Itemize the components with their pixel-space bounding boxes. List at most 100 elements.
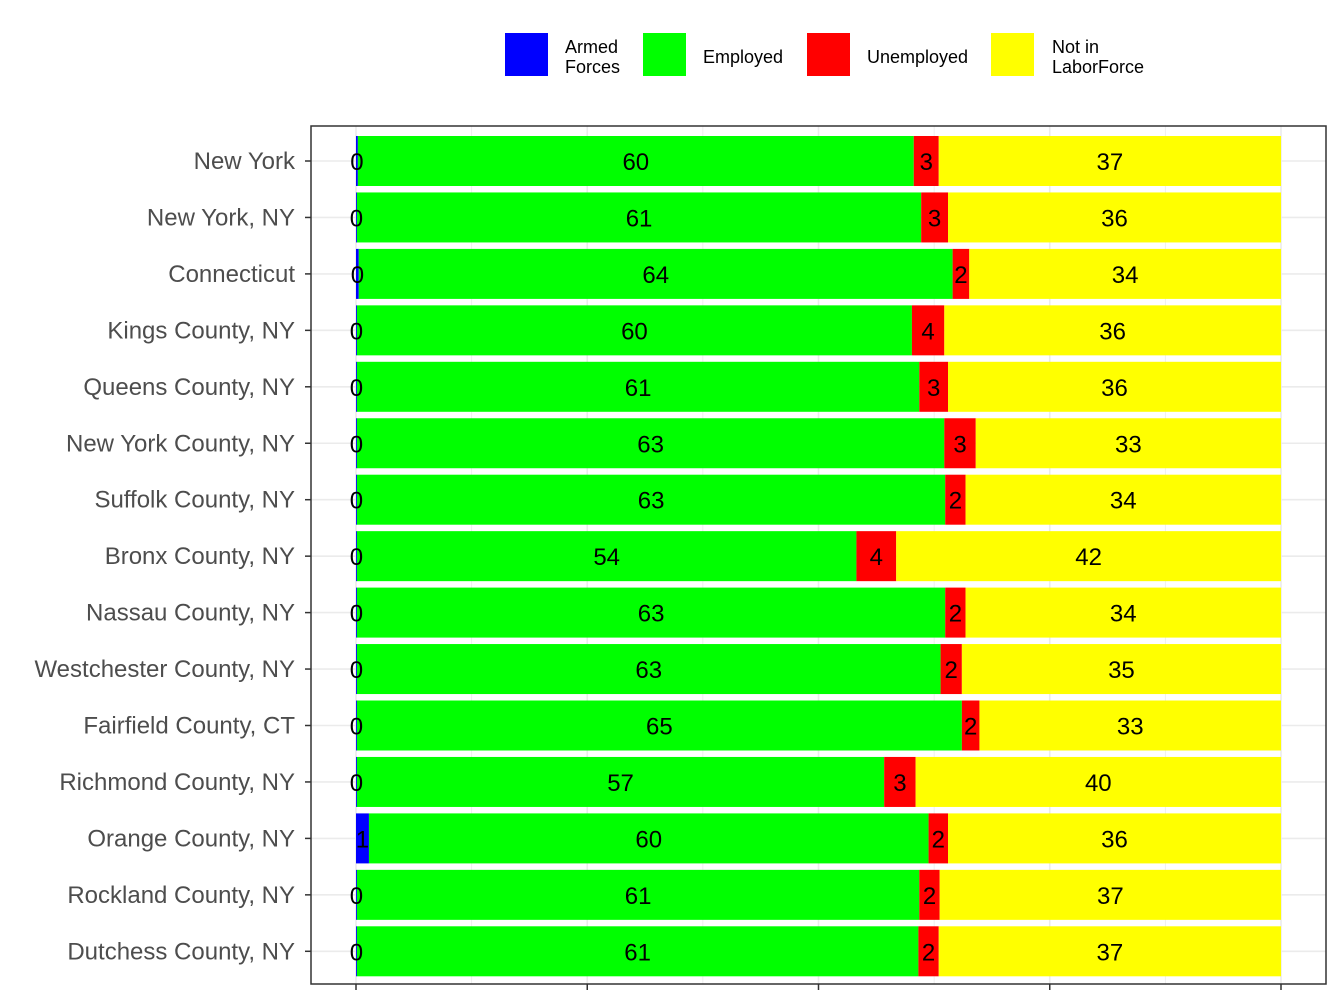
bar-armed-forces-westchester-county-ny: [356, 644, 357, 695]
data-label-unemployed-richmond-county-ny: 3: [893, 770, 906, 797]
bar-employed-dutchess-county-ny: [356, 926, 919, 977]
data-label-armed-forces-nassau-county-ny: 0: [350, 601, 363, 628]
data-label-not-in-laborforce-kings-county-ny: 36: [1099, 318, 1126, 345]
bar-employed-new-york: [357, 136, 914, 186]
data-label-not-in-laborforce-new-york: 37: [1097, 149, 1124, 176]
bar-unemployed-queens-county-ny: [919, 361, 948, 412]
y-tick-label-bronx-county-ny: Bronx County, NY: [105, 543, 295, 570]
data-label-unemployed-dutchess-county-ny: 2: [922, 939, 935, 966]
data-label-not-in-laborforce-fairfield-county-ct: 33: [1117, 714, 1144, 741]
data-label-employed-bronx-county-ny: 54: [593, 544, 620, 571]
y-tick-label-connecticut: Connecticut: [168, 261, 295, 288]
data-label-employed-dutchess-county-ny: 61: [624, 939, 651, 966]
y-tick-label-dutchess-county-ny: Dutchess County, NY: [67, 938, 295, 965]
bar-armed-forces-bronx-county-ny: [356, 531, 357, 582]
y-tick-label-new-york-ny: New York, NY: [147, 204, 295, 231]
data-label-employed-westchester-county-ny: 63: [635, 657, 662, 684]
bars: [356, 136, 1281, 977]
bar-not-in-laborforce-suffolk-county-ny: [965, 474, 1281, 525]
data-label-armed-forces-queens-county-ny: 0: [350, 375, 363, 402]
data-label-unemployed-new-york-county-ny: 3: [953, 431, 966, 458]
bar-employed-fairfield-county-ct: [356, 700, 962, 751]
data-label-employed-new-york-county-ny: 63: [637, 431, 664, 458]
data-label-armed-forces-richmond-county-ny: 0: [350, 770, 363, 797]
data-labels: 0 60 3 370 61 3 360 64 2 340 60 4 360 61 3 360 63 3 330 63 2…: [350, 149, 1144, 966]
bar-armed-forces-nassau-county-ny: [356, 587, 357, 638]
bar-employed-new-york-ny: [356, 192, 922, 243]
data-label-employed-kings-county-ny: 60: [621, 318, 648, 345]
data-label-not-in-laborforce-queens-county-ny: 36: [1101, 375, 1128, 402]
y-tick-label-new-york: New York: [194, 148, 296, 175]
bar-unemployed-connecticut: [952, 248, 970, 299]
y-tick-label-fairfield-county-ct: Fairfield County, CT: [83, 713, 295, 740]
bar-not-in-laborforce-queens-county-ny: [948, 361, 1281, 412]
data-label-armed-forces-kings-county-ny: 0: [350, 318, 363, 345]
data-label-not-in-laborforce-westchester-county-ny: 35: [1108, 657, 1135, 684]
y-axis: New York New York, NY Connecticut Kings Cou…: [34, 148, 311, 965]
data-label-employed-orange-county-ny: 60: [635, 826, 662, 853]
data-label-armed-forces-bronx-county-ny: 0: [350, 544, 363, 571]
bar-armed-forces-new-york-county-ny: [356, 418, 357, 469]
bar-not-in-laborforce-dutchess-county-ny: [938, 926, 1281, 977]
data-label-unemployed-connecticut: 2: [954, 262, 967, 289]
data-label-not-in-laborforce-rockland-county-ny: 37: [1097, 883, 1124, 910]
bar-armed-forces-queens-county-ny: [356, 361, 357, 412]
data-label-unemployed-rockland-county-ny: 2: [923, 883, 936, 910]
data-label-unemployed-suffolk-county-ny: 2: [949, 488, 962, 515]
bar-not-in-laborforce-new-york-county-ny: [975, 418, 1281, 469]
bar-armed-forces-kings-county-ny: [356, 305, 357, 356]
plot-panel-border: [310, 125, 1327, 985]
y-tick-label-richmond-county-ny: Richmond County, NY: [59, 769, 295, 796]
data-label-employed-richmond-county-ny: 57: [607, 770, 634, 797]
data-label-armed-forces-new-york: 0: [350, 149, 363, 176]
y-tick-label-orange-county-ny: Orange County, NY: [87, 825, 295, 852]
legend-label-armed-forces: Armed Forces: [565, 37, 620, 77]
bar-unemployed-rockland-county-ny: [919, 869, 940, 920]
bar-not-in-laborforce-richmond-county-ny: [915, 756, 1281, 807]
legend-label-unemployed: Unemployed: [867, 47, 968, 67]
data-label-armed-forces-new-york-ny: 0: [350, 205, 363, 232]
legend-key-employed: [643, 33, 686, 76]
data-label-armed-forces-fairfield-county-ct: 0: [350, 714, 363, 741]
legend-key-not-in-laborforce: [991, 33, 1034, 76]
legend: Armed Forces Employed Unemployed Not in Labor…: [505, 33, 1144, 77]
bar-not-in-laborforce-orange-county-ny: [948, 813, 1281, 864]
data-label-unemployed-orange-county-ny: 2: [932, 826, 945, 853]
data-label-employed-connecticut: 64: [642, 262, 669, 289]
bar-unemployed-new-york: [913, 136, 939, 186]
y-tick-label-kings-county-ny: Kings County, NY: [107, 317, 295, 344]
bar-armed-forces-connecticut: [356, 248, 359, 299]
data-label-employed-fairfield-county-ct: 65: [646, 714, 673, 741]
bar-armed-forces-orange-county-ny: [356, 813, 369, 864]
legend-label-not-in-laborforce: Not in LaborForce: [1052, 37, 1144, 77]
data-label-not-in-laborforce-new-york-ny: 36: [1101, 205, 1128, 232]
bar-unemployed-new-york-ny: [921, 192, 948, 243]
bar-armed-forces-rockland-county-ny: [356, 869, 357, 920]
data-label-not-in-laborforce-new-york-county-ny: 33: [1115, 431, 1142, 458]
data-label-armed-forces-connecticut: 0: [351, 262, 364, 289]
bar-employed-rockland-county-ny: [356, 869, 920, 920]
bar-armed-forces-fairfield-county-ct: [356, 700, 357, 751]
data-label-armed-forces-rockland-county-ny: 0: [350, 883, 363, 910]
bar-employed-new-york-county-ny: [356, 418, 945, 469]
data-label-employed-rockland-county-ny: 61: [625, 883, 652, 910]
data-label-armed-forces-dutchess-county-ny: 0: [350, 939, 363, 966]
data-label-armed-forces-suffolk-county-ny: 0: [350, 488, 363, 515]
bar-employed-westchester-county-ny: [356, 644, 941, 695]
bar-armed-forces-new-york-ny: [356, 192, 357, 243]
data-label-not-in-laborforce-suffolk-county-ny: 34: [1110, 488, 1137, 515]
bar-not-in-laborforce-nassau-county-ny: [965, 587, 1281, 638]
bar-not-in-laborforce-kings-county-ny: [944, 305, 1281, 356]
bar-unemployed-kings-county-ny: [911, 305, 945, 356]
bar-unemployed-nassau-county-ny: [945, 587, 966, 638]
bar-employed-connecticut: [358, 248, 953, 299]
data-label-armed-forces-westchester-county-ny: 0: [350, 657, 363, 684]
legend-key-unemployed: [807, 33, 850, 76]
data-label-not-in-laborforce-dutchess-county-ny: 37: [1097, 939, 1124, 966]
bar-employed-nassau-county-ny: [356, 587, 946, 638]
data-label-employed-nassau-county-ny: 63: [638, 601, 665, 628]
y-tick-label-rockland-county-ny: Rockland County, NY: [67, 882, 295, 909]
data-label-employed-suffolk-county-ny: 63: [638, 488, 665, 515]
data-label-armed-forces-orange-county-ny: 1: [356, 826, 369, 853]
